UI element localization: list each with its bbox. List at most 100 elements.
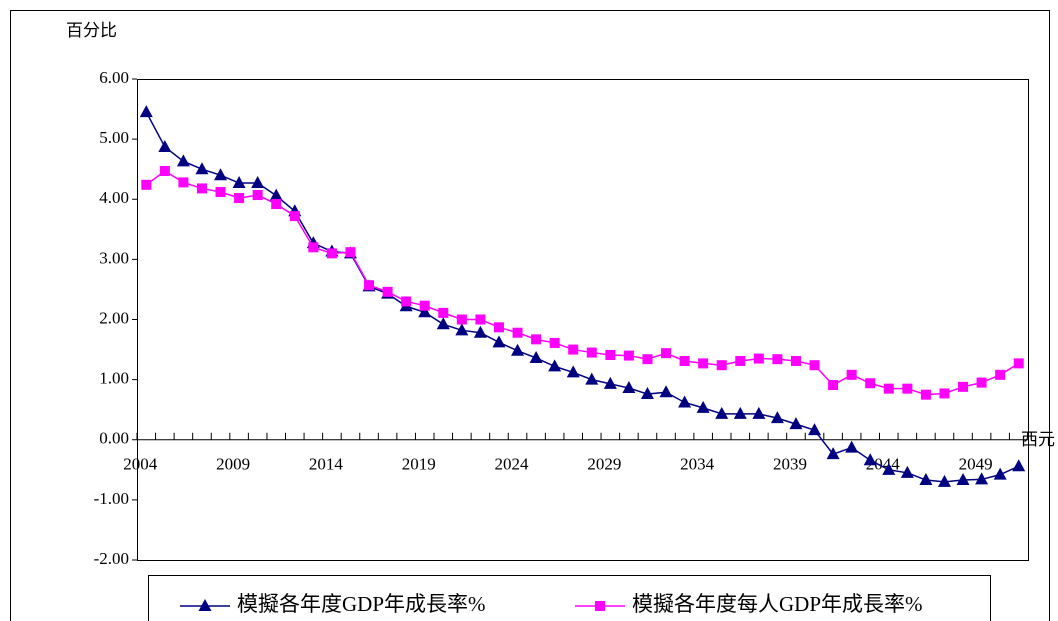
- data-point: [473, 325, 487, 338]
- data-point: [511, 343, 525, 356]
- data-point: [252, 190, 263, 201]
- data-point: [900, 465, 914, 478]
- data-point: [215, 187, 226, 198]
- data-point: [716, 360, 727, 371]
- y-tick-label: 1.00: [99, 369, 129, 388]
- data-point: [603, 376, 617, 389]
- plot-border: [137, 79, 1029, 561]
- data-point: [308, 242, 319, 253]
- data-point: [492, 335, 506, 348]
- x-tick-label: 2024: [495, 455, 530, 474]
- data-point: [585, 372, 599, 385]
- data-point: [659, 385, 673, 398]
- data-point: [640, 387, 654, 400]
- data-point: [418, 305, 432, 318]
- data-point: [595, 601, 605, 611]
- data-point: [605, 349, 616, 360]
- data-point: [455, 323, 469, 336]
- data-point: [696, 400, 710, 413]
- data-point: [661, 348, 672, 359]
- x-tick-label: 2009: [216, 455, 250, 474]
- data-point: [735, 355, 746, 366]
- data-point: [883, 383, 894, 394]
- data-point: [269, 188, 283, 201]
- data-point: [882, 462, 896, 475]
- x-tick-label: 2049: [959, 455, 993, 474]
- data-point: [195, 162, 209, 175]
- data-point: [937, 474, 951, 487]
- data-point: [715, 406, 729, 419]
- data-point: [902, 383, 913, 394]
- data-point: [438, 307, 449, 318]
- y-tick-label: 2.00: [99, 308, 129, 327]
- y-tick-label: 4.00: [99, 188, 129, 207]
- chart-border: [10, 10, 1050, 621]
- data-point: [234, 193, 245, 204]
- data-point: [863, 453, 877, 466]
- data-point: [753, 353, 764, 364]
- data-point: [512, 327, 523, 338]
- data-point: [251, 176, 265, 189]
- x-tick-label: 2004: [123, 455, 158, 474]
- data-point: [956, 473, 970, 486]
- data-point: [419, 300, 430, 311]
- data-point: [1012, 459, 1026, 472]
- line-series: [145, 111, 1020, 483]
- data-point: [678, 395, 692, 408]
- legend-label: 模擬各年度每人GDP年成長率%: [632, 592, 923, 616]
- data-point: [790, 355, 801, 366]
- data-point: [679, 355, 690, 366]
- y-tick-label: 0.00: [99, 429, 129, 448]
- data-point: [178, 177, 189, 188]
- data-point: [549, 337, 560, 348]
- data-point: [826, 447, 840, 460]
- y-tick-label: 3.00: [99, 248, 129, 267]
- data-point: [364, 280, 375, 291]
- data-point: [920, 389, 931, 400]
- data-point: [529, 350, 543, 363]
- data-point: [642, 354, 653, 365]
- y-tick-label: -1.00: [94, 489, 129, 508]
- data-point: [158, 139, 172, 152]
- data-point: [456, 314, 467, 325]
- data-point: [176, 154, 190, 167]
- data-point: [139, 105, 153, 118]
- data-point: [772, 354, 783, 365]
- data-point: [752, 406, 766, 419]
- data-point: [993, 467, 1007, 480]
- data-point: [789, 417, 803, 430]
- data-point: [976, 377, 987, 388]
- y-axis-label: 百分比: [66, 21, 117, 40]
- data-point: [623, 350, 634, 361]
- data-point: [698, 358, 709, 369]
- data-point: [566, 365, 580, 378]
- data-point: [865, 378, 876, 389]
- data-point: [159, 165, 170, 176]
- data-point: [845, 440, 859, 453]
- data-point: [939, 388, 950, 399]
- data-point: [401, 296, 412, 307]
- x-tick-label: 2019: [402, 455, 436, 474]
- data-point: [568, 344, 579, 355]
- data-point: [271, 199, 282, 210]
- data-point: [975, 472, 989, 485]
- data-point: [622, 381, 636, 394]
- data-point: [808, 423, 822, 436]
- data-point: [198, 599, 212, 611]
- data-point: [828, 380, 839, 391]
- data-point: [289, 211, 300, 222]
- data-point: [809, 360, 820, 371]
- data-point: [919, 473, 933, 486]
- data-point: [548, 359, 562, 372]
- data-point: [232, 176, 246, 189]
- legend-label: 模擬各年度GDP年成長率%: [237, 592, 486, 616]
- data-point: [141, 179, 152, 190]
- x-axis-label: 西元: [1021, 430, 1055, 449]
- data-point: [586, 347, 597, 358]
- y-tick-label: 6.00: [99, 68, 129, 87]
- data-point: [733, 406, 747, 419]
- data-point: [436, 317, 450, 330]
- data-point: [475, 314, 486, 325]
- data-point: [531, 334, 542, 345]
